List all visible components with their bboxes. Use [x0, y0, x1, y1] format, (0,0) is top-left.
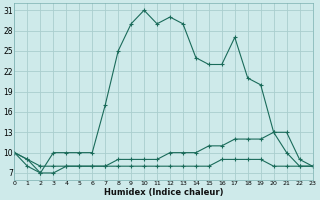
X-axis label: Humidex (Indice chaleur): Humidex (Indice chaleur)	[104, 188, 223, 197]
